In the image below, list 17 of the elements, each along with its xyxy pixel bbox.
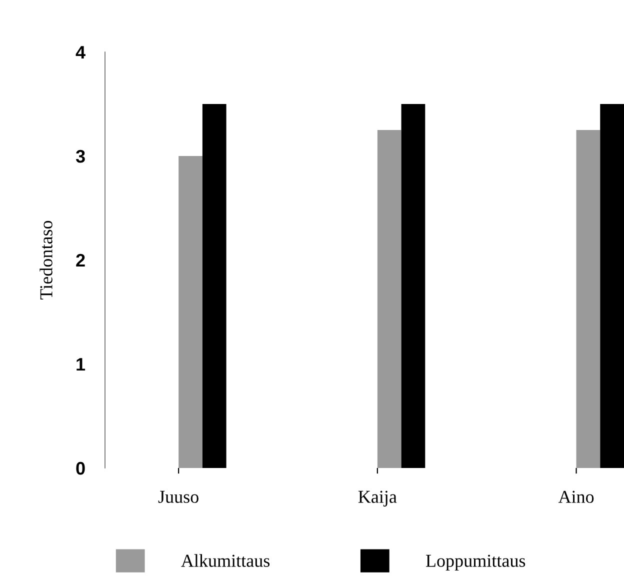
y-tick-label: 2 — [76, 254, 85, 267]
bar — [377, 130, 402, 468]
legend-label: Loppumittaus — [426, 554, 526, 571]
bar — [600, 104, 624, 468]
y-tick-label: 0 — [76, 462, 85, 475]
bar — [202, 104, 226, 468]
y-tick-label: 1 — [76, 358, 86, 371]
bar — [178, 156, 202, 468]
x-tick-label: Kaija — [358, 490, 397, 507]
y-tick-label: 3 — [76, 150, 85, 163]
bar — [401, 104, 426, 468]
y-tick-label: 4 — [76, 46, 86, 59]
bar — [576, 130, 600, 468]
y-axis-title: Tiedontaso — [40, 220, 52, 300]
legend-label: Alkumittaus — [181, 554, 270, 567]
x-tick-label: Aino — [558, 490, 594, 503]
x-tick-label: Juuso — [158, 490, 198, 503]
